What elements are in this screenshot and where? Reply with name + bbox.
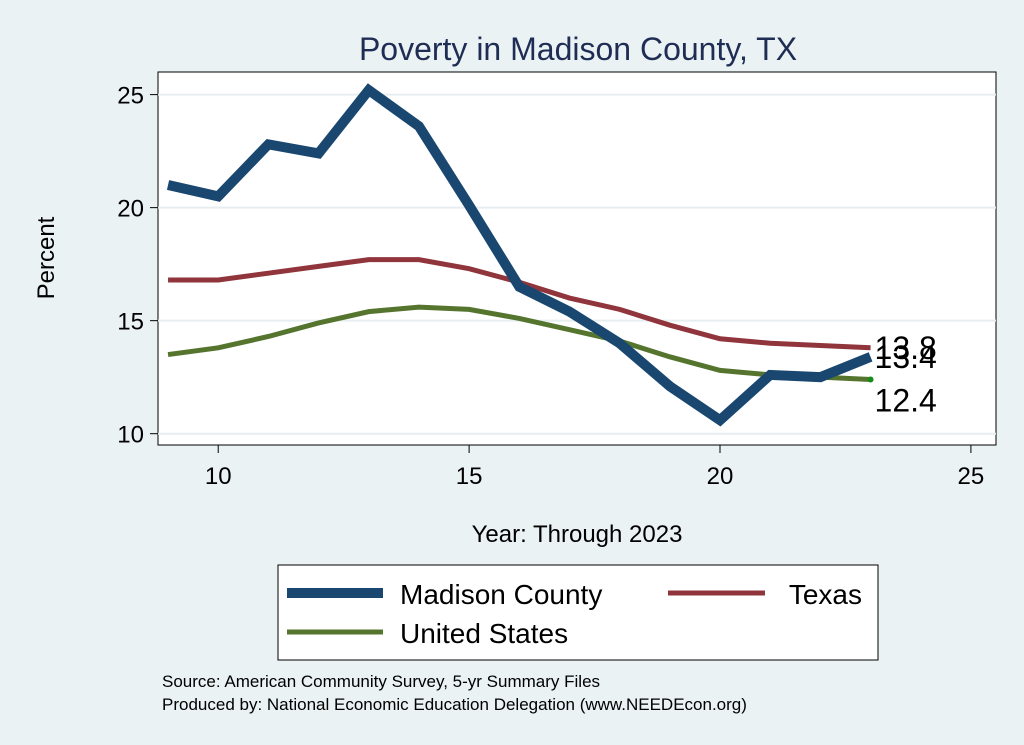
series-lines: [166, 83, 874, 427]
y-tick-label: 20: [117, 196, 144, 223]
legend-label-madison-county: Madison County: [400, 579, 602, 610]
end-labels: 13.813.4 12.4: [875, 330, 937, 419]
x-tick-label: 15: [456, 463, 483, 490]
grid-lines: [158, 93, 996, 435]
series-line-madison-county: [166, 83, 873, 427]
legend-label-united-states: United States: [400, 618, 568, 649]
y-tick-label: 15: [117, 309, 144, 336]
end-label-united-states: 12.4: [875, 382, 937, 418]
y-tick-label: 25: [117, 83, 144, 110]
legend: Madison County Texas United States: [277, 564, 879, 661]
producer-note: Produced by: National Economic Education…: [162, 695, 747, 714]
end-label-texas: 13.8: [875, 330, 937, 366]
x-tick-label: 25: [958, 463, 985, 490]
y-tick-label: 10: [117, 422, 144, 449]
y-axis-label: Percent: [33, 216, 60, 299]
chart-title: Poverty in Madison County, TX: [359, 31, 797, 67]
legend-box: [277, 564, 879, 661]
x-axis-label: Year: Through 2023: [472, 521, 683, 548]
x-tick-label: 10: [205, 463, 232, 490]
end-point-marker: [867, 376, 874, 383]
series-line-united-states: [167, 304, 871, 382]
source-note: Source: American Community Survey, 5-yr …: [162, 672, 600, 691]
end-label-madison-county: 13.4: [875, 339, 937, 375]
legend-label-texas: Texas: [789, 579, 862, 610]
plot-area: [157, 71, 997, 446]
x-tick-label: 20: [707, 463, 734, 490]
axes: 10 15 20 25 10 15 20 25: [117, 83, 984, 490]
